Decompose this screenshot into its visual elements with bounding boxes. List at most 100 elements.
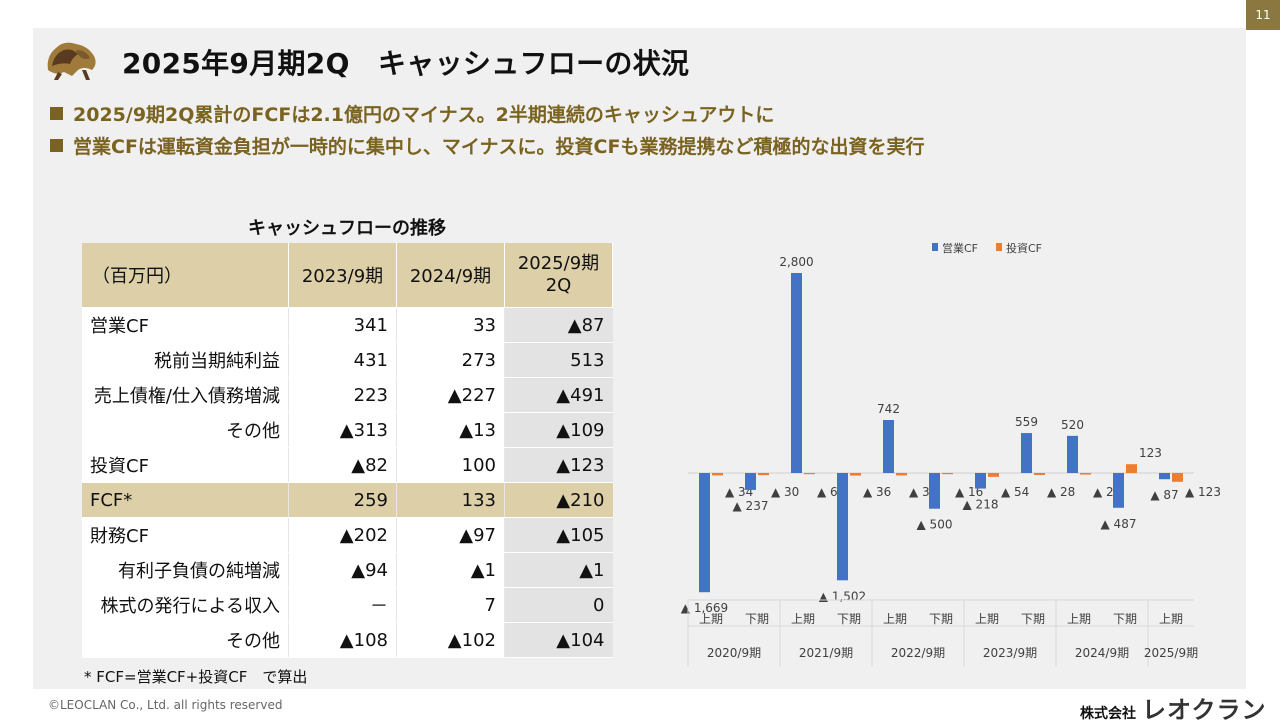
- row-value: ▲102: [396, 622, 505, 658]
- bar-investing-cf: [804, 473, 815, 475]
- header-year: 2024/9期: [396, 243, 505, 308]
- table-title: キャッシュフローの推移: [248, 218, 446, 239]
- data-label-operating-cf: ▲ 237: [733, 499, 769, 513]
- data-label-operating-cf: 2,800: [779, 255, 813, 269]
- year-tick-label: 2020/9期: [707, 646, 761, 660]
- table-row: 財務CF ▲202 ▲97 ▲105: [82, 517, 613, 553]
- row-value: ▲210: [504, 482, 613, 518]
- table-footnote: * FCF=営業CF+投資CF で算出: [84, 668, 308, 686]
- row-label: その他: [82, 622, 289, 658]
- row-value: ▲105: [504, 517, 613, 553]
- row-value: 133: [396, 482, 505, 518]
- bar-investing-cf: [1126, 464, 1137, 473]
- table-row: その他 ▲313 ▲13 ▲109: [82, 412, 613, 448]
- table-row: 売上債権/仕入債務増減 223 ▲227 ▲491: [82, 377, 613, 413]
- bar-operating-cf: [699, 473, 710, 593]
- row-value: －: [288, 587, 397, 623]
- table-row: 税前当期純利益 431 273 513: [82, 342, 613, 378]
- bar-operating-cf: [837, 473, 848, 581]
- company-logo: 株式会社 レオクラン: [1080, 690, 1267, 725]
- table-row: 有利子負債の純増減 ▲94 ▲1 ▲1: [82, 552, 613, 588]
- bar-operating-cf: [1159, 473, 1170, 480]
- bar-operating-cf: [1021, 433, 1032, 473]
- data-label-investing-cf: ▲ 36: [863, 485, 891, 499]
- data-label-investing-cf: ▲ 30: [771, 485, 799, 499]
- row-label: 売上債権/仕入債務増減: [82, 377, 289, 413]
- year-tick-label: 2021/9期: [799, 646, 853, 660]
- bar-operating-cf: [883, 420, 894, 473]
- data-label-operating-cf: 559: [1015, 415, 1038, 429]
- year-tick-label: 2024/9期: [1075, 646, 1129, 660]
- data-label-operating-cf: ▲ 87: [1150, 488, 1178, 502]
- data-label-investing-cf: ▲ 6: [817, 485, 838, 499]
- data-label-operating-cf: ▲ 1,669: [681, 601, 728, 615]
- row-value: 431: [288, 342, 397, 378]
- header-year: 2023/9期: [288, 243, 397, 308]
- data-label-operating-cf: ▲ 218: [963, 498, 999, 512]
- table-row: FCF* 259 133 ▲210: [82, 482, 613, 518]
- row-value: ▲108: [288, 622, 397, 658]
- bullet-square-icon: [50, 107, 63, 120]
- row-value: ▲94: [288, 552, 397, 588]
- row-value: ▲227: [396, 377, 505, 413]
- data-label-operating-cf: 742: [877, 402, 900, 416]
- row-label: その他: [82, 412, 289, 448]
- row-label: 税前当期純利益: [82, 342, 289, 378]
- table-header-row: （百万円） 2023/9期 2024/9期 2025/9期 2Q: [82, 243, 613, 308]
- table-row: その他 ▲108 ▲102 ▲104: [82, 622, 613, 658]
- page-number: 11: [1246, 0, 1280, 30]
- year-tick-label: 2023/9期: [983, 646, 1037, 660]
- table-row: 投資CF ▲82 100 ▲123: [82, 447, 613, 483]
- row-value: 7: [396, 587, 505, 623]
- bar-operating-cf: [745, 473, 756, 490]
- data-label-operating-cf: ▲ 487: [1101, 517, 1137, 531]
- row-value: 341: [288, 307, 397, 343]
- bullet-point: 営業CFは運転資金負担が一時的に集中し、マイナスに。投資CFも業務提携など積極的…: [50, 132, 924, 159]
- data-label-investing-cf: ▲ 123: [1185, 485, 1220, 499]
- row-value: ▲202: [288, 517, 397, 553]
- cashflow-bar-chart: 営業CF 投資CF▲ 1,669▲ 34▲ 237▲ 302,800▲ 6▲ 1,…: [681, 241, 1220, 666]
- bar-investing-cf: [896, 473, 907, 476]
- row-value: 100: [396, 447, 505, 483]
- data-label-operating-cf: 520: [1061, 418, 1084, 432]
- bar-investing-cf: [850, 473, 861, 476]
- bullet-text: 2025/9期2Q累計のFCFは2.1億円のマイナス。2半期連続のキャッシュアウ…: [73, 104, 775, 126]
- bullet-point: 2025/9期2Q累計のFCFは2.1億円のマイナス。2半期連続のキャッシュアウ…: [50, 100, 774, 127]
- legend-swatch-investing-cf: [996, 243, 1002, 251]
- row-value: ▲82: [288, 447, 397, 483]
- bar-operating-cf: [929, 473, 940, 509]
- bar-investing-cf: [712, 473, 723, 476]
- bar-operating-cf: [791, 273, 802, 473]
- data-label-investing-cf: 123: [1139, 446, 1162, 460]
- half-tick-label: 上期: [1067, 612, 1091, 626]
- row-value: ▲123: [504, 447, 613, 483]
- row-value: ▲13: [396, 412, 505, 448]
- half-tick-label: 下期: [837, 612, 861, 626]
- bar-investing-cf: [942, 473, 953, 475]
- bar-investing-cf: [1172, 473, 1183, 482]
- row-value: 273: [396, 342, 505, 378]
- bar-investing-cf: [758, 473, 769, 476]
- half-tick-label: 上期: [791, 612, 815, 626]
- legend-label-investing-cf: 投資CF: [1006, 241, 1042, 255]
- header-year: 2025/9期 2Q: [504, 243, 613, 308]
- row-value: 259: [288, 482, 397, 518]
- table-row: 株式の発行による収入－ 7 0: [82, 587, 613, 623]
- half-tick-label: 上期: [883, 612, 907, 626]
- table-row: 営業CF 341 33 ▲87: [82, 307, 613, 343]
- row-label: 投資CF: [82, 447, 289, 483]
- row-label: 営業CF: [82, 307, 289, 343]
- company-name: レオクラン: [1142, 696, 1267, 724]
- bar-operating-cf: [1113, 473, 1124, 508]
- bullet-square-icon: [50, 139, 63, 152]
- row-label: FCF*: [82, 482, 289, 518]
- row-value: 223: [288, 377, 397, 413]
- half-tick-label: 下期: [745, 612, 769, 626]
- half-tick-label: 下期: [929, 612, 953, 626]
- row-value: ▲1: [396, 552, 505, 588]
- bar-investing-cf: [1080, 473, 1091, 475]
- bullet-text: 営業CFは運転資金負担が一時的に集中し、マイナスに。投資CFも業務提携など積極的…: [73, 136, 925, 158]
- legend-label-operating-cf: 営業CF: [942, 241, 978, 255]
- half-tick-label: 上期: [975, 612, 999, 626]
- row-value: ▲104: [504, 622, 613, 658]
